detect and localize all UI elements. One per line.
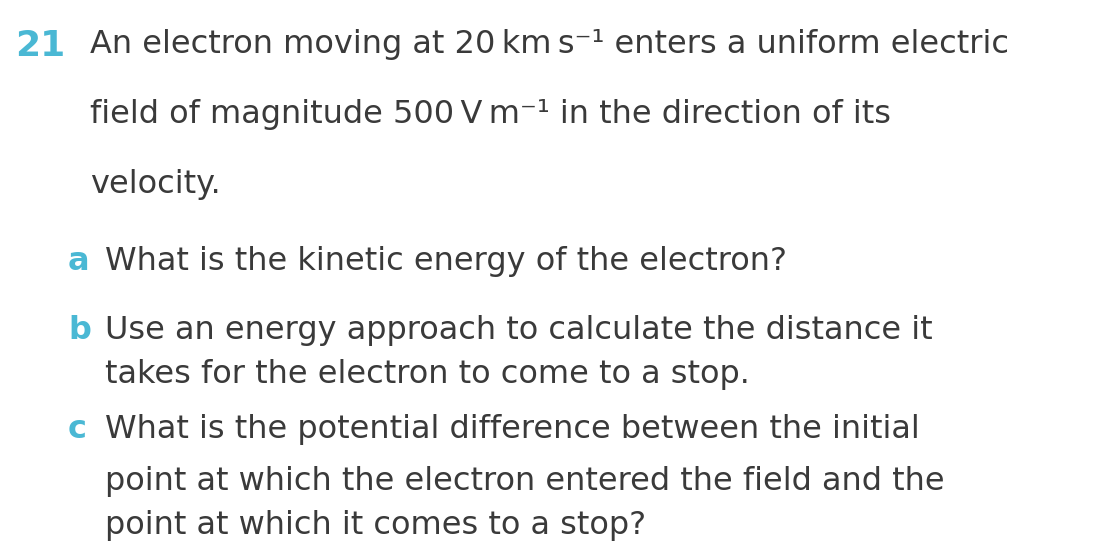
Text: b: b — [68, 315, 91, 345]
Text: An electron moving at 20 km s⁻¹ enters a uniform electric: An electron moving at 20 km s⁻¹ enters a… — [90, 29, 1009, 59]
Text: point at which the electron entered the field and the: point at which the electron entered the … — [105, 466, 945, 497]
Text: velocity.: velocity. — [90, 169, 220, 200]
Text: Use an energy approach to calculate the distance it: Use an energy approach to calculate the … — [105, 315, 933, 345]
Text: takes for the electron to come to a stop.: takes for the electron to come to a stop… — [105, 359, 750, 389]
Text: What is the potential difference between the initial: What is the potential difference between… — [105, 414, 920, 444]
Text: c: c — [68, 414, 87, 444]
Text: 21: 21 — [15, 29, 66, 63]
Text: field of magnitude 500 V m⁻¹ in the direction of its: field of magnitude 500 V m⁻¹ in the dire… — [90, 99, 891, 130]
Text: a: a — [68, 246, 90, 277]
Text: What is the kinetic energy of the electron?: What is the kinetic energy of the electr… — [105, 246, 787, 277]
Text: point at which it comes to a stop?: point at which it comes to a stop? — [105, 510, 647, 541]
